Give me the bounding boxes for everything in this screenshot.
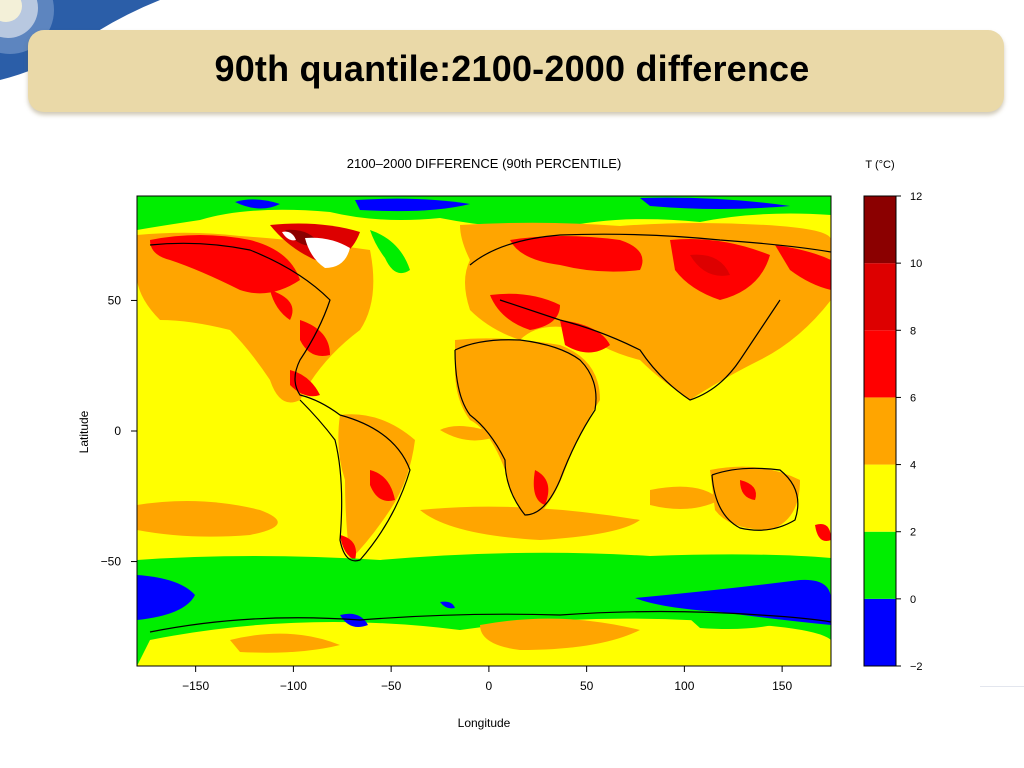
x-axis-label: Longitude (458, 716, 511, 730)
colorbar-bin (864, 397, 896, 465)
colorbar-frame (863, 195, 897, 667)
colorbar-bin (864, 196, 896, 264)
chart-title: 2100–2000 DIFFERENCE (90th PERCENTILE) (347, 156, 622, 171)
y-tick-label: 50 (108, 293, 122, 307)
slide-title: 90th quantile:2100-2000 difference (214, 48, 810, 89)
colorbar-tick-label: 0 (910, 594, 916, 606)
colorbar: 12 10 8 6 4 2 0 −2 (863, 191, 923, 673)
map-field (136, 195, 832, 667)
colorbar-tick-label: −2 (910, 661, 923, 673)
x-tick-label: −50 (381, 679, 402, 693)
colorbar-tick-label: 12 (910, 191, 922, 203)
colorbar-bin (864, 464, 896, 532)
x-tick-label: 0 (486, 679, 493, 693)
x-axis: −150 −100 −50 0 50 100 150 (182, 666, 792, 693)
y-tick-label: −50 (101, 555, 122, 569)
x-tick-label: 50 (580, 679, 594, 693)
x-tick-label: 100 (674, 679, 694, 693)
colorbar-bin (864, 598, 896, 666)
title-band (28, 30, 1004, 112)
colorbar-tick-label: 4 (910, 460, 916, 472)
x-tick-label: −100 (280, 679, 307, 693)
x-tick-label: −150 (182, 679, 209, 693)
colorbar-bin (864, 330, 896, 398)
y-tick-label: 0 (114, 424, 121, 438)
colorbar-bin (864, 531, 896, 599)
y-axis-label: Latitude (77, 410, 91, 453)
colorbar-title: T (°C) (865, 159, 894, 171)
colorbar-tick-label: 6 (910, 392, 916, 404)
colorbar-tick-label: 10 (910, 258, 922, 270)
footer-rule (980, 686, 1024, 687)
colorbar-tick-label: 2 (910, 527, 916, 539)
x-tick-label: 150 (772, 679, 792, 693)
colorbar-bin (864, 263, 896, 331)
y-axis: 50 0 −50 (101, 293, 137, 569)
colorbar-tick-label: 8 (910, 325, 916, 337)
